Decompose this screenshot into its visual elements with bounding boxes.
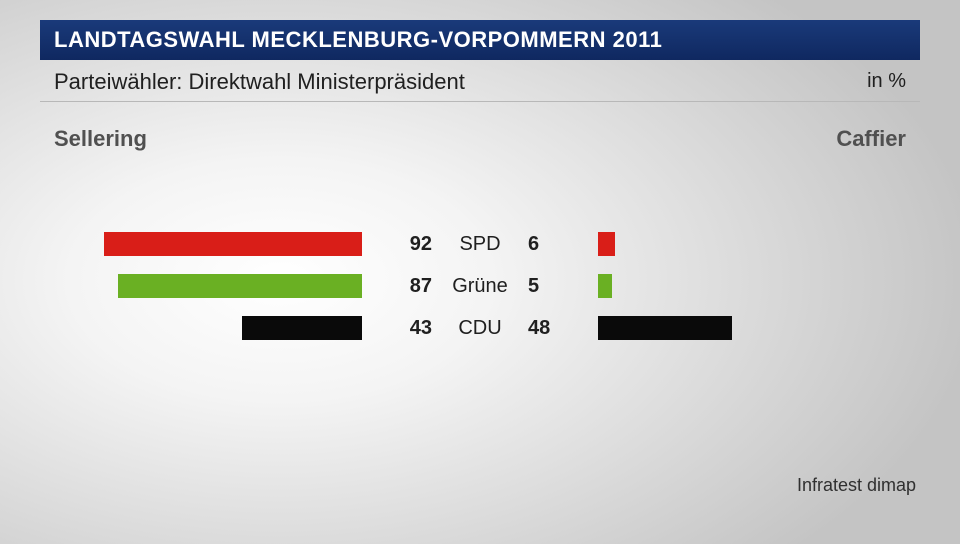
unit-label: in % bbox=[867, 70, 906, 93]
bar-right bbox=[598, 232, 615, 256]
chart-row: 87 Grüne 5 bbox=[40, 272, 920, 306]
value-right: 48 bbox=[528, 314, 588, 342]
value-left: 43 bbox=[372, 314, 432, 342]
bar-left bbox=[242, 316, 362, 340]
candidates-row: Sellering Caffier bbox=[40, 126, 920, 152]
bar-left bbox=[118, 274, 362, 298]
value-right: 6 bbox=[528, 230, 588, 258]
candidate-right-label: Caffier bbox=[836, 126, 906, 152]
page-title: LANDTAGSWAHL MECKLENBURG-VORPOMMERN 2011 bbox=[54, 27, 662, 53]
value-right: 5 bbox=[528, 272, 588, 300]
value-left: 87 bbox=[372, 272, 432, 300]
subtitle-row: Parteiwähler: Direktwahl Ministerpräside… bbox=[40, 62, 920, 102]
party-label: Grüne bbox=[435, 272, 525, 300]
title-bar: LANDTAGSWAHL MECKLENBURG-VORPOMMERN 2011 bbox=[40, 20, 920, 60]
party-label: SPD bbox=[435, 230, 525, 258]
chart-row: 92 SPD 6 bbox=[40, 230, 920, 264]
subtitle: Parteiwähler: Direktwahl Ministerpräside… bbox=[54, 69, 465, 95]
source-attribution: Infratest dimap bbox=[797, 475, 916, 496]
party-label: CDU bbox=[435, 314, 525, 342]
bar-left bbox=[104, 232, 362, 256]
bar-right bbox=[598, 316, 732, 340]
candidate-left-label: Sellering bbox=[54, 126, 147, 152]
chart-row: 43 CDU 48 bbox=[40, 314, 920, 348]
diverging-bar-chart: 92 SPD 6 87 Grüne 5 43 CDU 48 bbox=[40, 230, 920, 356]
value-left: 92 bbox=[372, 230, 432, 258]
bar-right bbox=[598, 274, 612, 298]
